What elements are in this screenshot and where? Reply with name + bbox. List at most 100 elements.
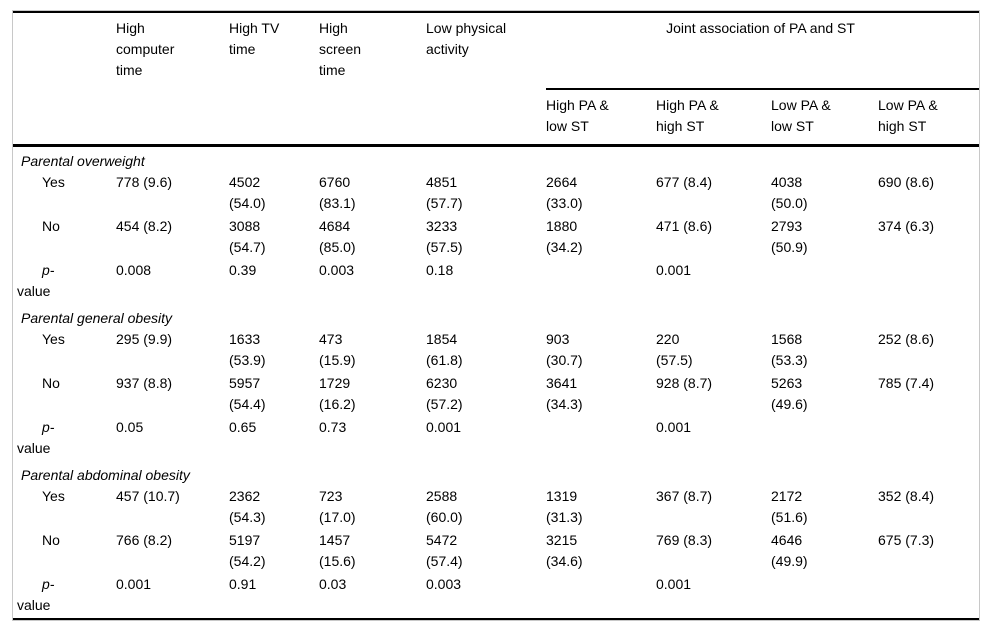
table-cell: 690 (8.6) [878, 174, 935, 190]
column-header-high-tv-time: High TV time [229, 20, 280, 57]
table-cell [546, 574, 656, 619]
p-label-part2: value [17, 283, 51, 299]
table-cell: 457 (10.7) [116, 488, 180, 504]
p-label-part1: p- [42, 419, 55, 435]
table-cell: 1633 (53.9) [229, 331, 266, 368]
table-row-p-value: p-value 0.001 0.91 0.03 0.003 0.001 [13, 574, 979, 619]
table-cell: 0.001 [656, 419, 692, 435]
table-cell: 454 (8.2) [116, 218, 173, 234]
table-cell: 5263 (49.6) [771, 375, 808, 412]
p-label-part2: value [17, 597, 51, 613]
table-cell: 1319 (31.3) [546, 488, 583, 525]
table-row-no: No 937 (8.8) 5957 (54.4) 1729 (16.2) 623… [13, 373, 979, 417]
table-cell: 0.05 [116, 419, 144, 435]
table-cell: 4038 (50.0) [771, 174, 808, 211]
row-label-yes: Yes [42, 488, 65, 504]
p-label-part1: p- [42, 576, 55, 592]
table-cell: 5472 (57.4) [426, 532, 463, 569]
table-cell: 1457 (15.6) [319, 532, 356, 569]
table-cell: 5957 (54.4) [229, 375, 266, 412]
table-cell: 675 (7.3) [878, 532, 935, 548]
table-cell: 5197 (54.2) [229, 532, 266, 569]
p-label-part2: value [17, 440, 51, 456]
table-cell: 0.39 [229, 262, 257, 278]
table-header: High computer time High TV time High scr… [13, 12, 980, 146]
row-label-p-value: p-value [13, 417, 116, 461]
column-group-header-joint-association: Joint association of PA and ST [546, 12, 980, 90]
table-cell: 723 (17.0) [319, 488, 356, 525]
table-cell: 928 (8.7) [656, 375, 713, 391]
table-cell: 252 (8.6) [878, 331, 935, 347]
section-title-text: Parental overweight [21, 153, 145, 169]
table-cell: 374 (6.3) [878, 218, 935, 234]
table-cell: 1568 (53.3) [771, 331, 808, 368]
column-header-high-screen-time: High screen time [319, 20, 362, 78]
row-label-no: No [42, 375, 60, 391]
table-row-p-value: p-value 0.008 0.39 0.003 0.18 0.001 [13, 260, 979, 304]
table-cell: 1854 (61.8) [426, 331, 463, 368]
table-cell: 295 (9.9) [116, 331, 173, 347]
table-cell: 0.03 [319, 576, 347, 592]
table-cell: 3088 (54.7) [229, 218, 266, 255]
table-cell [771, 574, 878, 619]
table-cell: 220 (57.5) [656, 331, 693, 368]
table-cell: 2172 (51.6) [771, 488, 808, 525]
table-cell: 766 (8.2) [116, 532, 173, 548]
table-cell: 4646 (49.9) [771, 532, 808, 569]
column-header-stub [13, 12, 116, 146]
column-header-low-pa-low-st: Low PA & low ST [771, 97, 831, 134]
table-row-yes: Yes 457 (10.7) 2362 (54.3) 723 (17.0) 25… [13, 486, 979, 530]
table-cell: 471 (8.6) [656, 218, 713, 234]
table-cell: 3641 (34.3) [546, 375, 583, 412]
table-cell: 937 (8.8) [116, 375, 173, 391]
table-cell: 677 (8.4) [656, 174, 713, 190]
table-cell [878, 260, 979, 304]
table-cell: 0.73 [319, 419, 347, 435]
column-header-high-pa-low-st: High PA & low ST [546, 97, 609, 134]
table-cell: 6230 (57.2) [426, 375, 463, 412]
table-row-yes: Yes 778 (9.6) 4502 (54.0) 6760 (83.1) 48… [13, 172, 979, 216]
table-row-p-value: p-value 0.05 0.65 0.73 0.001 0.001 [13, 417, 979, 461]
table-cell: 785 (7.4) [878, 375, 935, 391]
table-cell: 0.18 [426, 262, 454, 278]
row-label-yes: Yes [42, 174, 65, 190]
table-cell: 0.001 [656, 576, 692, 592]
table-cell: 0.008 [116, 262, 152, 278]
table-cell [546, 417, 656, 461]
table-cell: 1880 (34.2) [546, 218, 583, 255]
section-title-parental-abdominal-obesity: Parental abdominal obesity [13, 461, 979, 486]
table-cell: 0.001 [656, 262, 692, 278]
p-label-part1: p- [42, 262, 55, 278]
table-cell: 0.91 [229, 576, 257, 592]
table-cell: 3233 (57.5) [426, 218, 463, 255]
table-cell: 769 (8.3) [656, 532, 713, 548]
table-cell: 4851 (57.7) [426, 174, 463, 211]
table-cell: 0.003 [426, 576, 462, 592]
table-cell: 4502 (54.0) [229, 174, 266, 211]
table-cell: 0.001 [426, 419, 462, 435]
header-row-1: High computer time High TV time High scr… [13, 12, 980, 90]
table-cell [771, 417, 878, 461]
table-cell: 2362 (54.3) [229, 488, 266, 525]
table-cell: 0.003 [319, 262, 355, 278]
table-cell [771, 260, 878, 304]
section-title-text: Parental general obesity [21, 310, 172, 326]
table-body: Parental overweight Yes 778 (9.6) 4502 (… [13, 146, 979, 620]
section-title-text: Parental abdominal obesity [21, 467, 190, 483]
table-cell: 0.001 [116, 576, 152, 592]
table-cell: 4684 (85.0) [319, 218, 356, 255]
table-cell: 3215 (34.6) [546, 532, 583, 569]
table-cell [546, 260, 656, 304]
table-cell: 6760 (83.1) [319, 174, 356, 211]
table-cell [878, 417, 979, 461]
table-cell: 778 (9.6) [116, 174, 173, 190]
header-row-2: High PA & low ST High PA & high ST Low P… [13, 89, 979, 146]
row-label-p-value: p-value [13, 260, 116, 304]
column-header-low-physical-activity: Low physical activity [426, 20, 507, 57]
table-cell [878, 574, 979, 619]
section-title-parental-overweight: Parental overweight [13, 146, 979, 173]
table-row-no: No 454 (8.2) 3088 (54.7) 4684 (85.0) 323… [13, 216, 979, 260]
results-table-box: High computer time High TV time High scr… [12, 10, 980, 621]
table-cell: 367 (8.7) [656, 488, 713, 504]
